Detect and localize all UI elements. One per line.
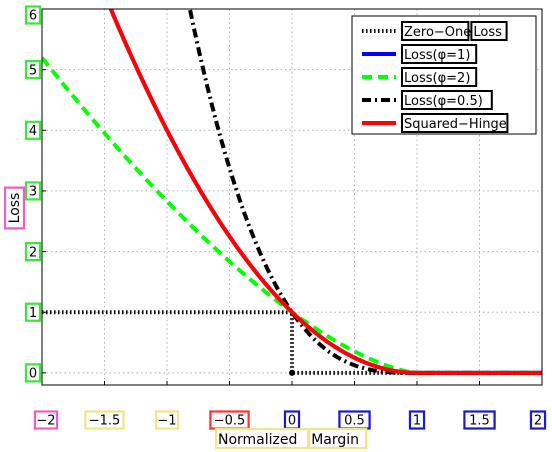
y-tick-label-3-text: 3	[29, 185, 37, 200]
x-tick-label-7-text: 1.5	[469, 414, 490, 429]
y-tick-label-6: 6	[24, 5, 42, 25]
y-ticks: 0 1 2 3 4 5 6	[24, 5, 46, 383]
y-tick-label-6-text: 6	[29, 9, 37, 24]
legend-label-1-0: Loss(φ=1)	[401, 44, 478, 64]
x-tick-label-1: −1.5	[84, 410, 125, 430]
x-tick-label-6-text: 1	[413, 414, 421, 429]
y-tick-label-2-box	[24, 241, 42, 262]
legend-label-box-0-1	[470, 21, 508, 41]
x-tick-label-0-box	[33, 410, 59, 430]
series-line-4	[108, 9, 542, 375]
x-tick-label-5-text: 0.5	[344, 414, 365, 429]
legend-label-text-4-0: Squared−Hinge	[404, 117, 507, 132]
x-tick-label-0: −2	[33, 410, 59, 430]
y-tick-label-6-box	[24, 5, 42, 25]
x-tick-label-7-box	[463, 410, 496, 430]
legend-label-4-0: Squared−Hinge	[401, 113, 509, 133]
y-tick-label-4-box	[24, 120, 42, 140]
x-tick-label-7: 1.5	[463, 410, 496, 430]
x-tick-label-6: 1	[408, 410, 426, 430]
y-tick-label-4: 4	[24, 120, 42, 140]
x-tick-label-3-text: −0.5	[214, 414, 246, 429]
legend-label-0-0: Zero−One	[401, 21, 471, 41]
x-tick-label-8-text: 2	[534, 414, 542, 429]
y-label-box	[3, 186, 26, 230]
x-tick-label-1-text: −1.5	[89, 414, 121, 429]
x-tick-label-2-box	[154, 410, 180, 430]
x-tick-label-8-box	[529, 410, 547, 430]
x-tick-label-1-box	[84, 410, 125, 430]
y-label-group: Loss	[3, 186, 26, 230]
x-tick-label-8: 2	[529, 410, 547, 430]
y-axis-label: Loss	[3, 186, 26, 230]
y-tick-label-0-text: 0	[29, 367, 37, 382]
x-tick-label-0-text: −2	[36, 414, 55, 429]
curves	[42, 9, 542, 376]
y-tick-label-1-text: 1	[29, 306, 37, 321]
legend-label-3-0: Loss(φ=0.5)	[401, 90, 493, 110]
legend-label-text-1-0: Loss(φ=1)	[404, 48, 470, 63]
legend-label-text-3-0: Loss(φ=0.5)	[404, 94, 483, 109]
legend-label-2-0: Loss(φ=2)	[401, 67, 478, 87]
x-tick-label-2: −1	[154, 410, 180, 430]
x-ticks: −2 −1.5 −1 −0.5 0 0.5 1 1.5 2	[33, 381, 547, 430]
y-tick-label-2-text: 2	[29, 245, 37, 260]
x-axis-label: Normalized Margin	[214, 427, 368, 450]
x-tick-label-2-text: −1	[157, 414, 176, 429]
legend-label-0-1: Loss	[470, 21, 508, 41]
y-tick-label-2: 2	[24, 241, 42, 262]
legend-label-box-4-0	[401, 113, 509, 133]
series-marker-zero-one	[289, 369, 295, 376]
y-label-text: Loss	[7, 193, 23, 224]
y-tick-label-3: 3	[24, 181, 42, 201]
series-line-zero-one	[42, 310, 542, 375]
legend-label-text-0-0: Zero−One	[404, 25, 471, 40]
y-tick-label-5: 5	[24, 60, 42, 80]
y-tick-label-0-box	[24, 363, 42, 383]
x-tick-label-4-text: 0	[288, 414, 296, 429]
legend-label-box-3-0	[401, 90, 493, 110]
legend-label-text-0-1: Loss	[473, 25, 502, 40]
x-label-word-0: Normalized	[218, 432, 297, 448]
y-tick-label-5-box	[24, 60, 42, 80]
y-tick-label-1-box	[24, 302, 42, 322]
x-tick-label-6-box	[408, 410, 426, 430]
y-tick-label-0: 0	[24, 363, 42, 383]
legend-label-box-1-0	[401, 44, 478, 64]
legend-label-box-2-0	[401, 67, 478, 87]
y-tick-label-3-box	[24, 181, 42, 201]
y-tick-label-1: 1	[24, 302, 42, 322]
legend-label-box-0-0	[401, 21, 470, 41]
x-label-box-1	[308, 427, 368, 450]
y-tick-label-5-text: 5	[29, 63, 37, 78]
y-tick-label-4-text: 4	[29, 124, 37, 139]
x-label-word-1: Margin	[311, 432, 359, 448]
legend-label-text-2-0: Loss(φ=2)	[404, 71, 470, 86]
x-tick-label-3: −0.5	[209, 410, 250, 430]
